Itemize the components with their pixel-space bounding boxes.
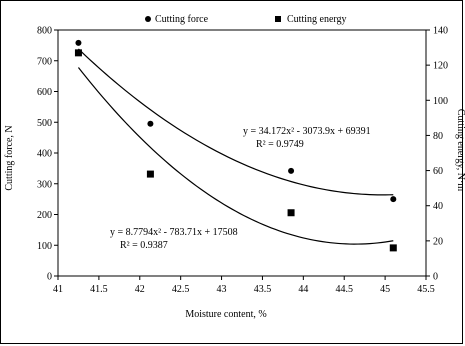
legend-square-marker — [275, 16, 281, 22]
x-tick-label: 41.5 — [90, 284, 108, 295]
y-left-tick-label: 700 — [37, 56, 52, 67]
x-tick-label: 42 — [135, 284, 145, 295]
force-r2-label: R² = 0.9749 — [256, 139, 304, 150]
force-equation-label: y = 34.172x² - 3073.9x + 69391 — [243, 126, 371, 137]
energy-equation-label: y = 8.7794x² - 783.71x + 17508 — [110, 227, 238, 238]
y-right-tick-label: 140 — [433, 26, 448, 37]
x-tick-label: 43 — [217, 284, 227, 295]
y-right-tick-label: 40 — [433, 201, 443, 212]
x-tick-label: 42.5 — [172, 284, 190, 295]
y-axis-right-title: Cutting energy, N·m — [455, 109, 465, 191]
cutting-force-point — [75, 39, 82, 46]
cutting-energy-point — [146, 170, 154, 178]
y-right-tick-label: 80 — [433, 131, 443, 142]
legend-label-cutting-force: Cutting force — [155, 14, 209, 25]
legend-label-cutting-energy: Cutting energy — [287, 14, 347, 25]
y-left-tick-label: 0 — [47, 272, 52, 283]
y-left-tick-label: 100 — [37, 241, 52, 252]
y-left-tick-label: 600 — [37, 87, 52, 98]
x-axis-title: Moisture content, % — [185, 309, 266, 320]
y-left-tick-label: 400 — [37, 149, 52, 160]
y-right-tick-label: 120 — [433, 61, 448, 72]
x-tick-label: 41 — [53, 284, 63, 295]
cutting-energy-trendline — [77, 67, 394, 245]
y-right-tick-label: 60 — [433, 166, 443, 177]
y-axis-left-title: Cutting force, N — [4, 125, 15, 190]
cutting-energy-point — [74, 49, 82, 57]
cutting-force-point — [390, 196, 397, 203]
x-tick-label: 44.5 — [335, 284, 353, 295]
x-tick-label: 45.5 — [417, 284, 435, 295]
cutting-force-point — [288, 167, 295, 174]
x-tick-label: 44 — [298, 284, 308, 295]
y-left-tick-label: 300 — [37, 179, 52, 190]
y-left-tick-label: 200 — [37, 210, 52, 221]
x-tick-label: 43.5 — [254, 284, 272, 295]
y-right-tick-label: 100 — [433, 96, 448, 107]
legend-circle-marker — [145, 16, 151, 22]
y-left-tick-label: 500 — [37, 118, 52, 129]
y-left-tick-label: 800 — [37, 26, 52, 37]
cutting-force-point — [147, 120, 154, 127]
y-right-tick-label: 0 — [433, 272, 438, 283]
cutting-force-trendline — [78, 48, 394, 196]
energy-r2-label: R² = 0.9387 — [120, 240, 168, 251]
cutting-energy-point — [287, 209, 295, 217]
y-right-tick-label: 20 — [433, 236, 443, 247]
plot-area-border — [57, 29, 427, 277]
cutting-energy-point — [389, 244, 397, 252]
x-tick-label: 45 — [380, 284, 390, 295]
